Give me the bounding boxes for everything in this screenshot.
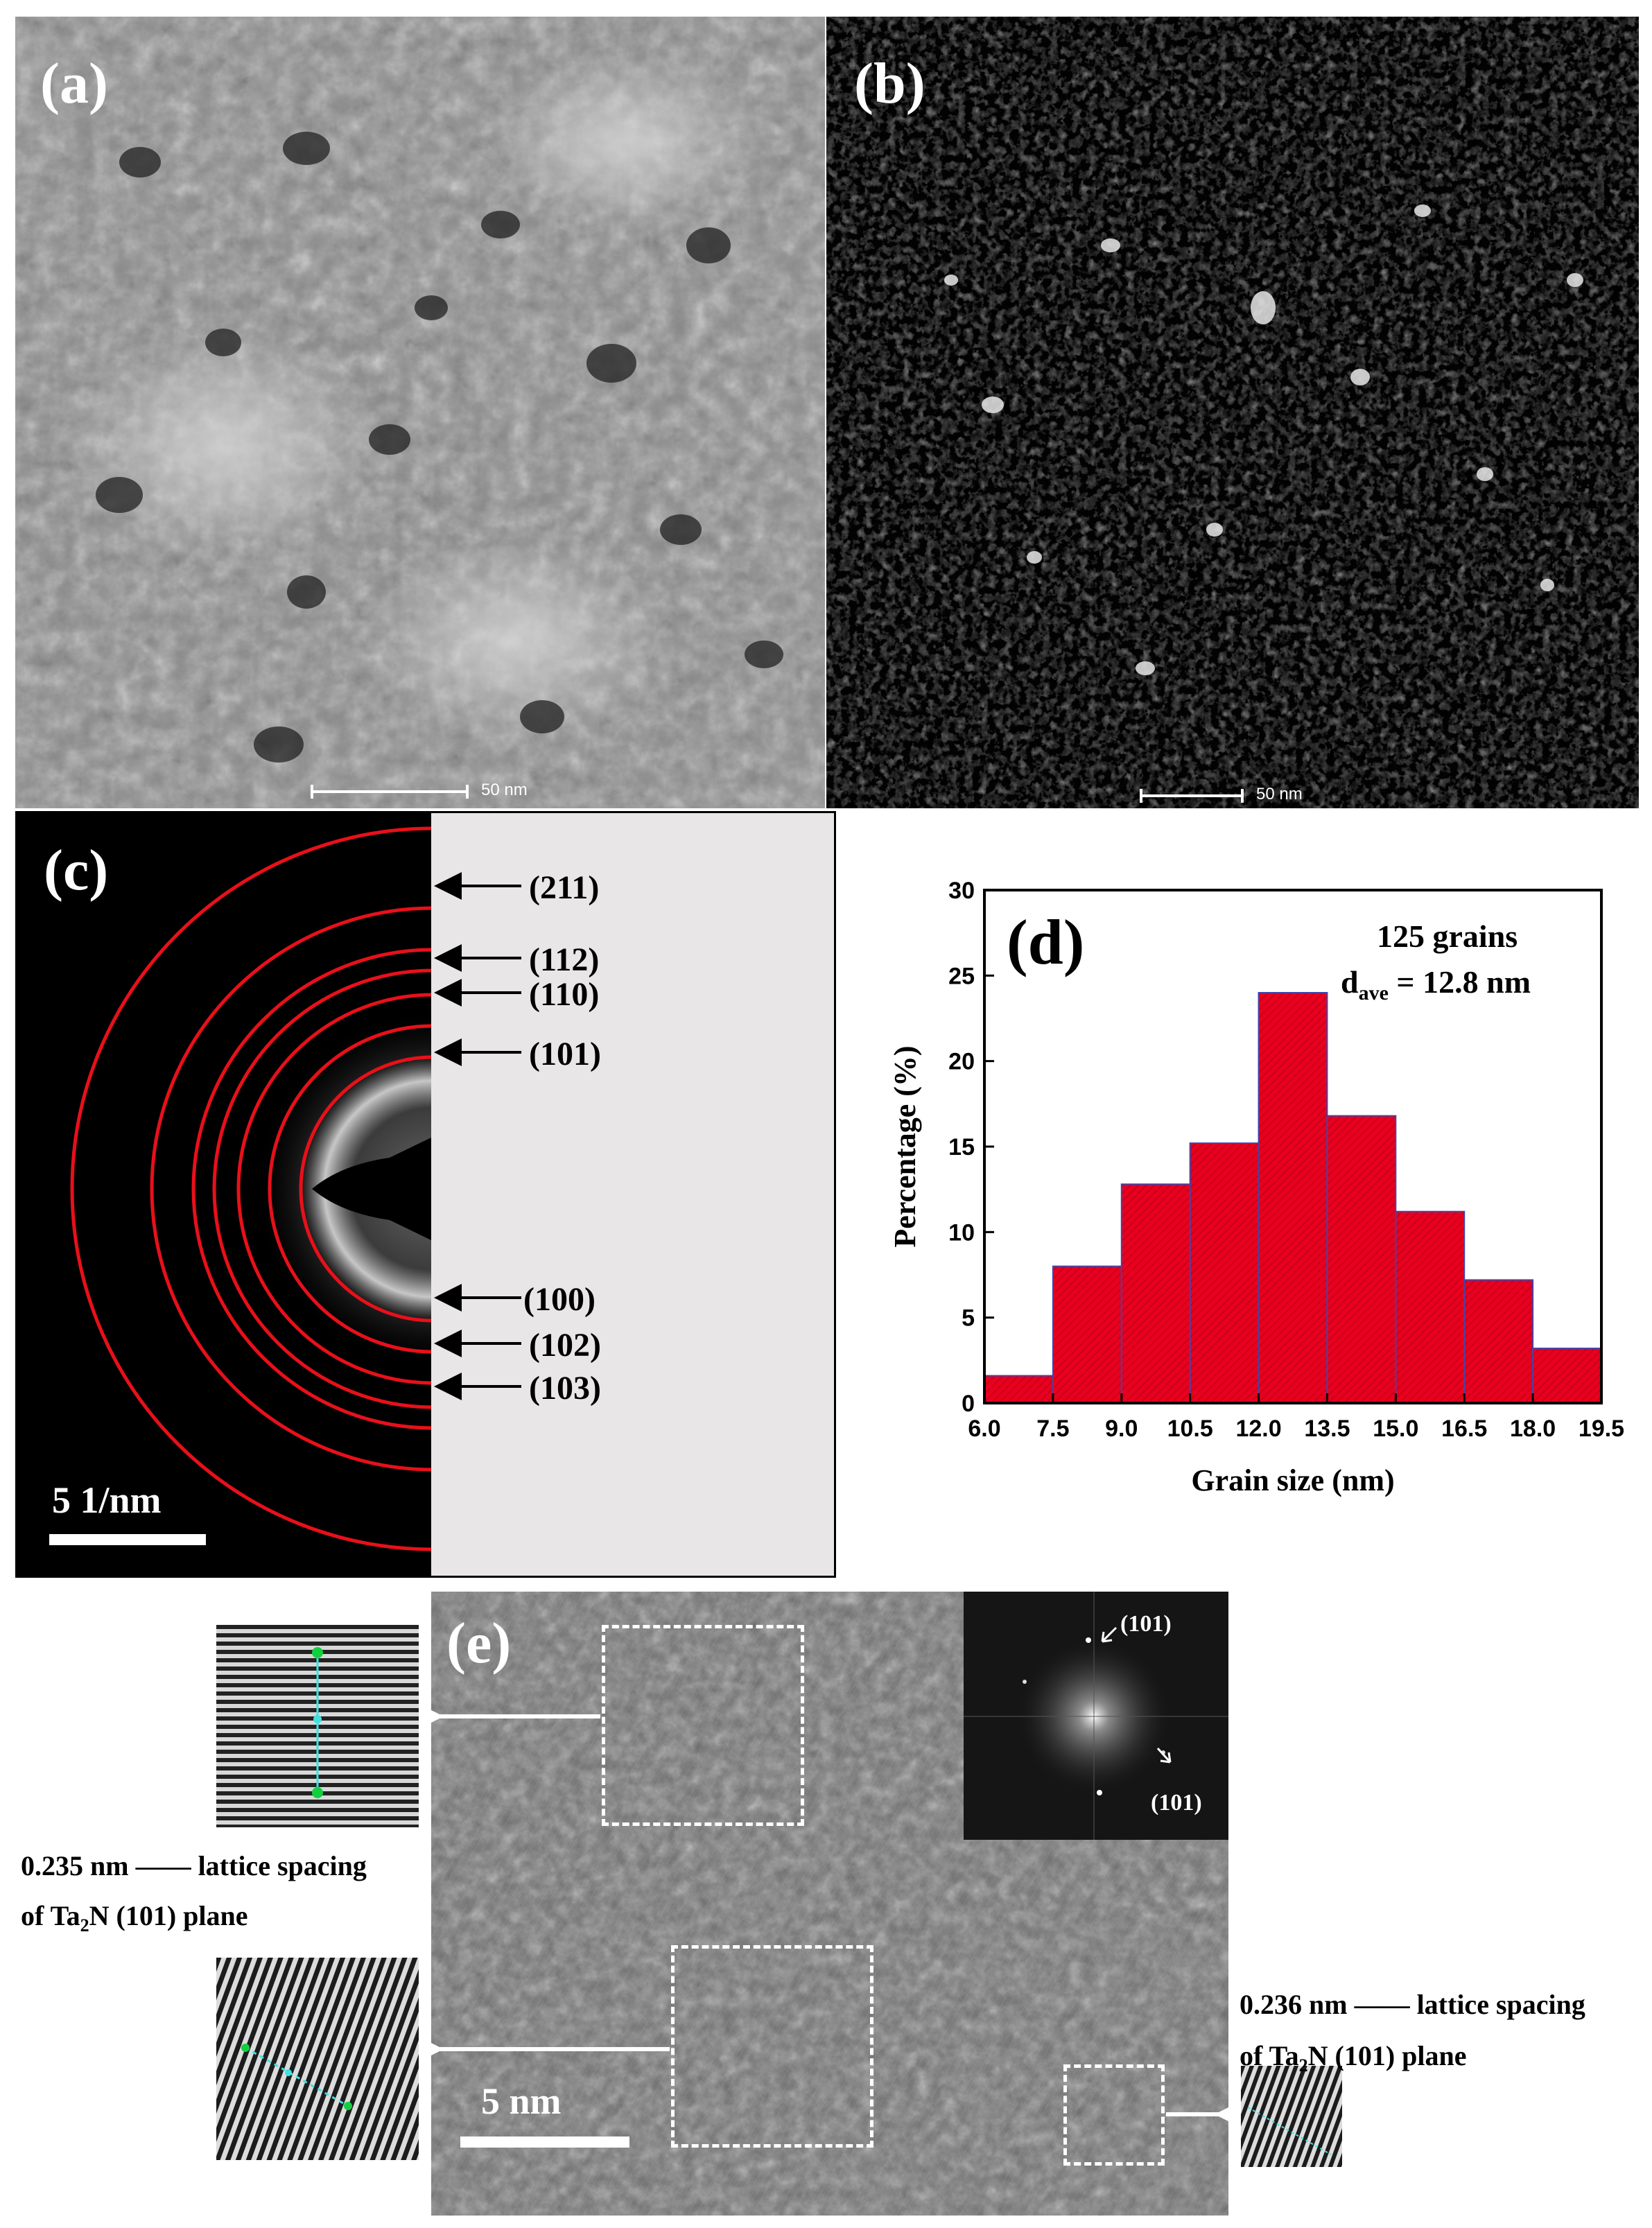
panel-d-histogram: 0 5 10 15 20 25 30 6.0 7.5 9.0 10.5 12.0 13.5 15.0 16… <box>860 860 1650 1518</box>
histogram-bar <box>1052 1265 1122 1404</box>
x-tick-label: 9.0 <box>1105 1416 1138 1442</box>
bright-field-micrograph <box>15 17 825 808</box>
panel-c-scale-bar <box>49 1534 206 1545</box>
ring-index-arrows <box>434 872 521 1400</box>
x-tick-label: 15.0 <box>1373 1416 1418 1442</box>
histogram-bar <box>1395 1210 1466 1404</box>
filtered-lattice-inset-2 <box>216 1958 419 2160</box>
panel-a-label: (a) <box>40 51 108 116</box>
panel-a-scale-bar <box>311 790 469 793</box>
ring-label-102: (102) <box>529 1327 601 1364</box>
ring-label-211: (211) <box>529 869 600 906</box>
panel-e-scale-bar <box>460 2136 629 2148</box>
panel-c-diffraction-pattern: (c) (211) (112) (110) (101) (100) (102) … <box>15 811 836 1578</box>
x-tick-label: 13.5 <box>1304 1416 1350 1442</box>
panel-e-label: (e) <box>446 1611 512 1676</box>
x-tick-label: 19.5 <box>1579 1416 1624 1442</box>
y-tick-label: 10 <box>948 1219 975 1246</box>
x-tick-label: 10.5 <box>1167 1416 1213 1442</box>
y-tick-label: 5 <box>962 1305 975 1332</box>
saed-rings <box>17 813 431 1576</box>
selection-box-3 <box>1063 2064 1165 2166</box>
panel-b-scale-bar <box>1140 794 1244 797</box>
x-tick-label: 12.0 <box>1235 1416 1281 1442</box>
panel-b-label: (b) <box>854 51 925 116</box>
right-lattice-caption-line1: 0.236 nm —— lattice spacing <box>1240 1989 1585 2020</box>
average-diameter-annotation: dave = 12.8 nm <box>1341 964 1531 1005</box>
histogram-bar <box>1189 1142 1260 1404</box>
fft-pattern <box>964 1592 1228 1840</box>
ring-label-103: (103) <box>529 1370 601 1407</box>
y-axis-title: Percentage (%) <box>888 1045 922 1247</box>
panel-a-bright-field-image: (a) 50 nm <box>15 17 825 808</box>
panel-c-scale-label: 5 1/nm <box>52 1479 162 1521</box>
x-axis-ticks: 6.0 7.5 9.0 10.5 12.0 13.5 15.0 16.5 18.0 19.5 <box>968 1393 1624 1442</box>
histogram-bars <box>984 992 1602 1404</box>
histogram-bar <box>984 1375 1054 1404</box>
panel-b-scale-label: 50 nm <box>1256 785 1303 803</box>
left-lattice-caption-line1: 0.235 nm —— lattice spacing <box>21 1850 367 1881</box>
ring-label-100: (100) <box>523 1281 595 1318</box>
y-tick-label: 15 <box>948 1134 975 1160</box>
y-tick-label: 20 <box>948 1049 975 1075</box>
x-tick-label: 7.5 <box>1036 1416 1069 1442</box>
panel-a-scale-label: 50 nm <box>481 781 528 799</box>
histogram-bar <box>1532 1348 1602 1404</box>
x-tick-label: 18.0 <box>1510 1416 1556 1442</box>
grain-count-annotation: 125 grains <box>1377 919 1518 954</box>
panel-b-dark-field-image: (b) 50 nm <box>826 17 1639 808</box>
selection-box-1 <box>602 1625 804 1826</box>
fft-spot-label-top: (101) <box>1120 1611 1172 1637</box>
ring-label-112: (112) <box>529 941 600 978</box>
histogram-bar <box>1463 1279 1534 1404</box>
y-axis-ticks: 0 5 10 15 20 25 30 <box>948 878 994 1417</box>
dark-field-micrograph <box>826 17 1639 808</box>
y-tick-label: 30 <box>948 878 975 904</box>
panel-d-label: (d) <box>1007 907 1085 977</box>
histogram-bar <box>1326 1115 1397 1404</box>
grain-size-chart: 0 5 10 15 20 25 30 6.0 7.5 9.0 10.5 12.0 13.5 15.0 16… <box>888 878 1624 1497</box>
fft-inset: (101) (101) <box>964 1592 1228 1840</box>
fft-spot-label-bottom: (101) <box>1151 1790 1202 1816</box>
histogram-bar <box>1258 992 1328 1404</box>
ring-label-110: (110) <box>529 976 600 1013</box>
x-tick-label: 16.5 <box>1441 1416 1487 1442</box>
panel-e-hrtem-image: (e) (101) (101) 5 nm <box>431 1592 1228 2216</box>
y-tick-label: 25 <box>948 963 975 989</box>
histogram-bar <box>1120 1183 1191 1404</box>
left-lattice-caption-line2: of Ta2N (101) plane <box>21 1900 248 1935</box>
filtered-lattice-inset-3 <box>1241 2066 1342 2167</box>
x-axis-title: Grain size (nm) <box>1191 1463 1394 1497</box>
right-lattice-caption-line2: of Ta2N (101) plane <box>1240 2040 1467 2075</box>
ring-label-101: (101) <box>529 1036 601 1072</box>
panel-e-scale-label: 5 nm <box>481 2080 562 2122</box>
filtered-lattice-inset-1 <box>216 1625 419 1827</box>
y-tick-label: 0 <box>962 1391 975 1417</box>
panel-c-label: (c) <box>44 838 109 903</box>
x-tick-label: 6.0 <box>968 1416 1000 1442</box>
selection-box-2 <box>671 1945 873 2148</box>
